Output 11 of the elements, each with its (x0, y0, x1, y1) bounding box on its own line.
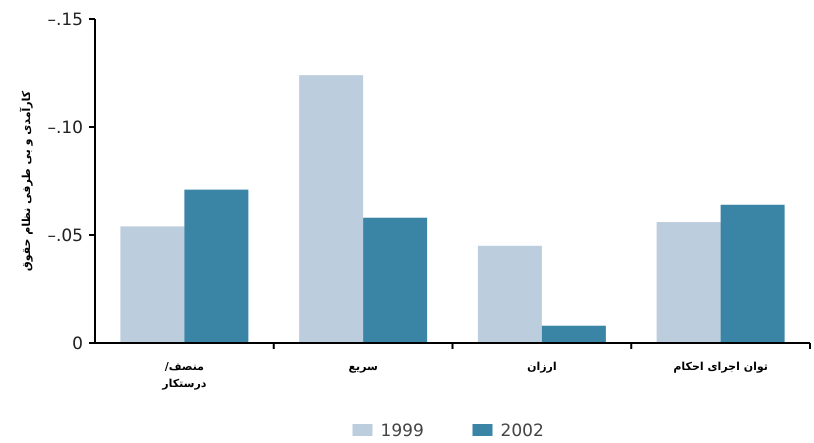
x-tick-label: سریع (348, 360, 378, 373)
x-tick-label: ارزان (527, 360, 557, 373)
y-tick-label: –.15 (47, 10, 83, 30)
x-tick-label: توان اجرای احکام (673, 360, 768, 373)
y-tick-label: –.10 (47, 118, 83, 138)
legend-label: 2002 (500, 421, 544, 441)
legend-label: 1999 (380, 421, 424, 441)
y-tick-label: –.05 (47, 226, 83, 246)
x-tick-label: منصف/ درستکار (161, 360, 207, 390)
y-tick-label: 0 (72, 334, 83, 354)
y-axis-title: کارآمدی و بی طرفی نظام حقوق (19, 90, 33, 272)
